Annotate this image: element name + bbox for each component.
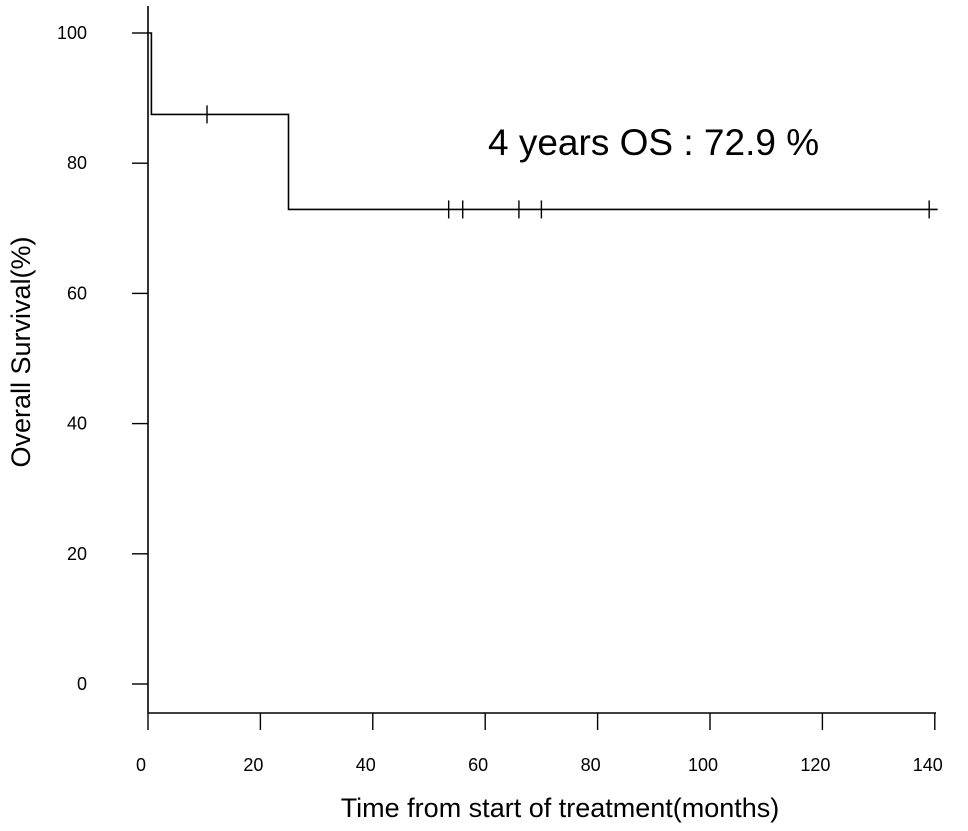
y-tick-label: 20 [67,544,87,564]
x-tick-label: 20 [243,755,263,775]
x-tick-label: 120 [800,755,830,775]
series-layer [148,32,938,219]
os-annotation: 4 years OS : 72.9 % [488,122,819,163]
x-tick-label: 80 [581,755,601,775]
x-axis-title: Time from start of treatment(months) [341,793,780,823]
x-tick-label: 100 [688,755,718,775]
x-tick-label: 0 [136,755,146,775]
y-axis-title: Overall Survival(%) [6,236,36,467]
x-tick-label: 60 [468,755,488,775]
y-tick-label: 60 [67,283,87,303]
y-tick-label: 40 [67,414,87,434]
x-ticks: 0 20 40 60 80 100 120 140 [136,713,943,775]
x-tick-label: 140 [913,755,943,775]
y-tick-label: 0 [77,674,87,694]
survival-step-line [148,32,938,211]
y-tick-label: 100 [57,23,87,43]
y-tick-label: 80 [67,153,87,173]
y-ticks: 0 20 40 60 80 100 [57,23,148,694]
x-tick-label: 40 [356,755,376,775]
axes [147,6,936,714]
